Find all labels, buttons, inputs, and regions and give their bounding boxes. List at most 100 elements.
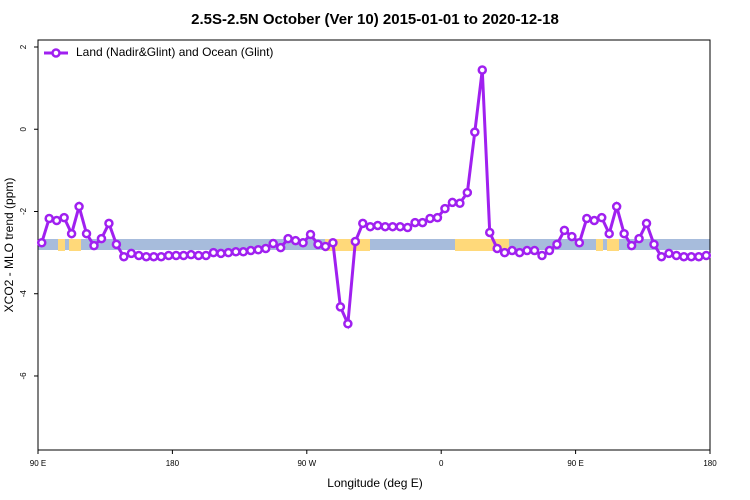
- data-point: [596, 212, 607, 223]
- data-point: [671, 250, 682, 261]
- data-point: [268, 238, 278, 249]
- data-point: [507, 245, 517, 256]
- data-point: [701, 250, 712, 261]
- data-point: [201, 250, 211, 261]
- land-band: [69, 239, 81, 251]
- y-tick-label: -2: [19, 207, 28, 215]
- data-point: [305, 229, 316, 240]
- data-point: [96, 233, 107, 244]
- data-point: [141, 251, 152, 262]
- data-point: [552, 239, 562, 250]
- ocean-band: [38, 239, 710, 250]
- data-point: [470, 127, 480, 137]
- data-point: [417, 217, 428, 228]
- data-point: [335, 302, 346, 312]
- y-tick-label: 0: [19, 126, 28, 131]
- data-point: [186, 249, 196, 260]
- data-point: [387, 221, 398, 232]
- data-point: [283, 233, 293, 244]
- data-point: [275, 242, 286, 253]
- data-point: [440, 203, 450, 214]
- legend-label: Land (Nadir&Glint) and Ocean (Glint): [76, 45, 273, 59]
- data-point: [664, 248, 674, 259]
- data-point: [231, 247, 241, 257]
- data-point: [89, 240, 99, 251]
- x-tick-label: 180: [166, 459, 180, 468]
- data-point: [455, 198, 465, 209]
- data-point: [358, 218, 368, 229]
- y-tick-label: -4: [19, 290, 28, 298]
- data-point: [343, 319, 353, 329]
- data-point: [619, 228, 629, 239]
- data-point: [626, 240, 637, 251]
- data-point: [529, 245, 540, 256]
- data-point: [246, 245, 256, 256]
- data-point: [163, 250, 174, 261]
- data-point: [425, 213, 435, 224]
- data-point: [350, 236, 361, 247]
- data-point: [298, 237, 308, 248]
- data-point: [328, 237, 338, 248]
- data-point: [679, 251, 689, 262]
- data-point: [544, 245, 555, 256]
- data-point: [111, 239, 122, 250]
- data-point: [634, 233, 644, 244]
- data-point: [59, 212, 69, 223]
- data-point: [380, 221, 390, 232]
- data-point: [372, 220, 383, 231]
- data-point: [649, 239, 659, 250]
- data-point: [313, 239, 323, 250]
- data-point: [559, 225, 570, 236]
- data-point: [402, 222, 413, 233]
- data-point: [171, 250, 181, 261]
- data-point: [686, 251, 697, 262]
- data-point: [290, 235, 301, 246]
- data-point: [178, 250, 189, 261]
- data-point: [44, 213, 54, 224]
- data-point: [36, 237, 47, 248]
- land-band: [596, 239, 603, 251]
- data-point: [126, 248, 137, 259]
- data-point: [574, 237, 585, 248]
- data-point: [119, 251, 129, 262]
- data-point: [410, 217, 420, 228]
- data-point: [238, 247, 249, 257]
- data-point: [656, 251, 667, 262]
- data-point: [51, 215, 62, 226]
- data-point: [514, 247, 525, 258]
- data-point: [223, 247, 234, 258]
- x-tick-label: 90 E: [567, 459, 583, 468]
- x-tick-label: 180: [703, 459, 717, 468]
- data-point: [567, 231, 577, 242]
- x-tick-label: 90 W: [297, 459, 316, 468]
- y-tick-label: 2: [19, 44, 28, 49]
- x-tick-label: 0: [439, 459, 444, 468]
- data-point: [492, 243, 502, 254]
- data-point: [156, 251, 166, 262]
- x-tick-label: 90 E: [30, 459, 46, 468]
- chart-title: 2.5S-2.5N October (Ver 10) 2015-01-01 to…: [191, 11, 559, 28]
- data-point: [611, 201, 622, 212]
- data-point: [432, 212, 443, 223]
- legend-marker: [51, 48, 61, 58]
- data-point: [604, 228, 614, 239]
- x-axis-label: Longitude (deg E): [327, 476, 422, 490]
- data-point: [148, 251, 159, 262]
- data-point: [81, 228, 92, 239]
- land-band: [58, 239, 65, 251]
- data-point: [582, 213, 592, 224]
- data-point: [462, 187, 473, 198]
- data-point: [537, 250, 547, 261]
- y-tick-label: -6: [19, 372, 28, 380]
- data-point: [589, 215, 600, 226]
- data-point: [66, 228, 77, 239]
- data-point: [74, 201, 84, 212]
- data-point: [104, 218, 114, 229]
- data-point: [365, 221, 376, 232]
- land-ocean-strip: [38, 239, 710, 251]
- data-point: [694, 251, 704, 262]
- data-point: [641, 218, 652, 229]
- data-point: [499, 247, 510, 258]
- data-point: [193, 250, 204, 261]
